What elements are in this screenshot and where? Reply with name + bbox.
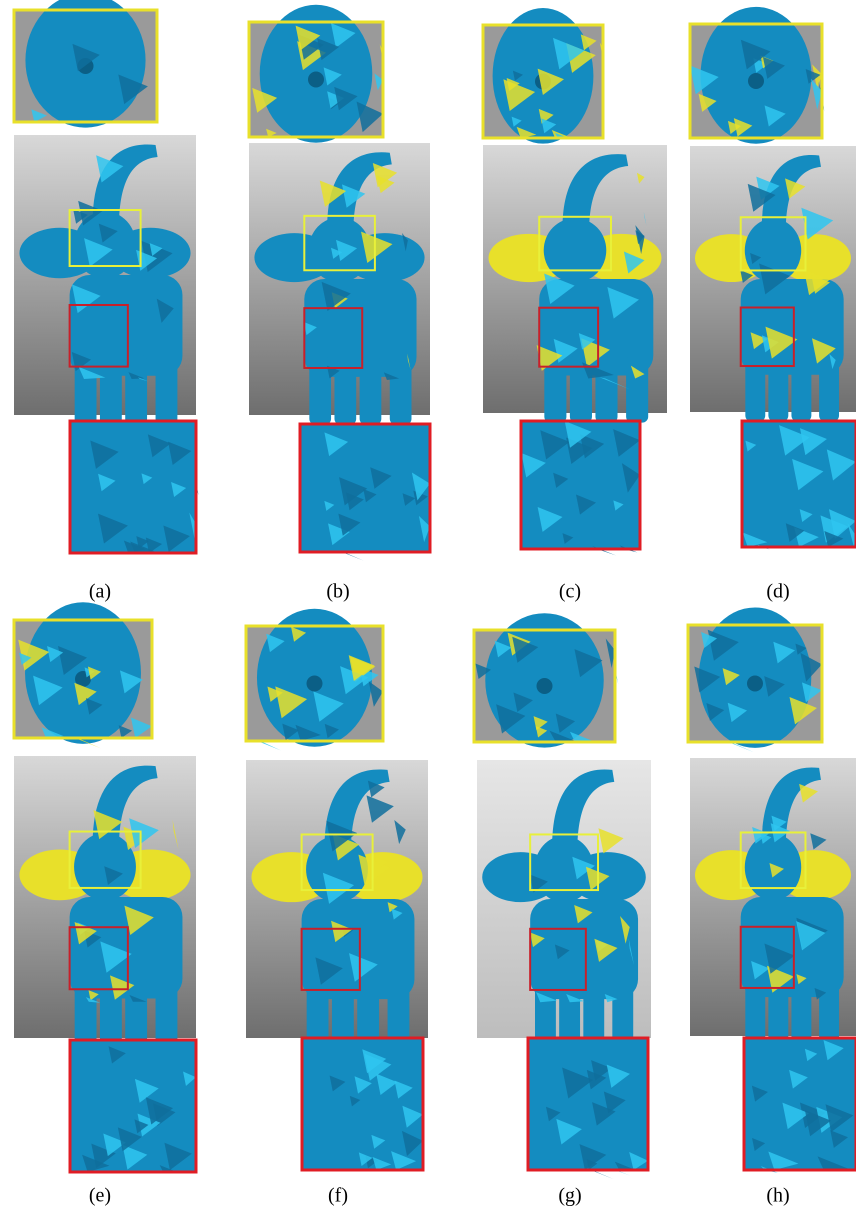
panel: (a) [14, 0, 199, 603]
panel: (d) [690, 7, 856, 603]
panel-label: (b) [326, 581, 349, 603]
leg [819, 976, 839, 1046]
panel: (e) [14, 602, 196, 1206]
panel: (b) [249, 5, 432, 603]
head [544, 218, 607, 282]
leg [75, 978, 97, 1049]
panel-label: (d) [766, 581, 789, 603]
panel: (g) [474, 613, 651, 1206]
leg [100, 355, 122, 425]
inset-body [302, 1038, 423, 1170]
leg [745, 355, 765, 422]
panel: (h) [688, 607, 856, 1206]
leg [819, 355, 839, 422]
leg [156, 355, 178, 425]
panel-label: (a) [89, 581, 111, 603]
figure: (a) (b) (c) (d) (e) (f) (g) (h) [0, 0, 856, 1216]
panel-label: (h) [766, 1185, 789, 1207]
eye-detail [537, 678, 553, 694]
inset-body [744, 1038, 856, 1170]
panel-label: (c) [559, 581, 581, 603]
eye-detail [747, 676, 763, 692]
panel-label: (f) [328, 1185, 348, 1207]
eye-detail [307, 676, 323, 692]
leg [390, 357, 412, 425]
page: {"panels": [ {"label": "(a)"}, {"label":… [0, 0, 856, 1216]
leg [334, 357, 356, 425]
panel-label: (g) [558, 1185, 581, 1207]
leg [156, 978, 178, 1049]
eye-detail [308, 72, 324, 88]
leg [768, 355, 788, 422]
panel-label: (e) [89, 1185, 111, 1207]
leg [626, 356, 648, 423]
leg [745, 976, 765, 1046]
panel: (c) [483, 8, 667, 603]
panel: (f) [246, 609, 428, 1207]
eye-detail [748, 73, 764, 89]
